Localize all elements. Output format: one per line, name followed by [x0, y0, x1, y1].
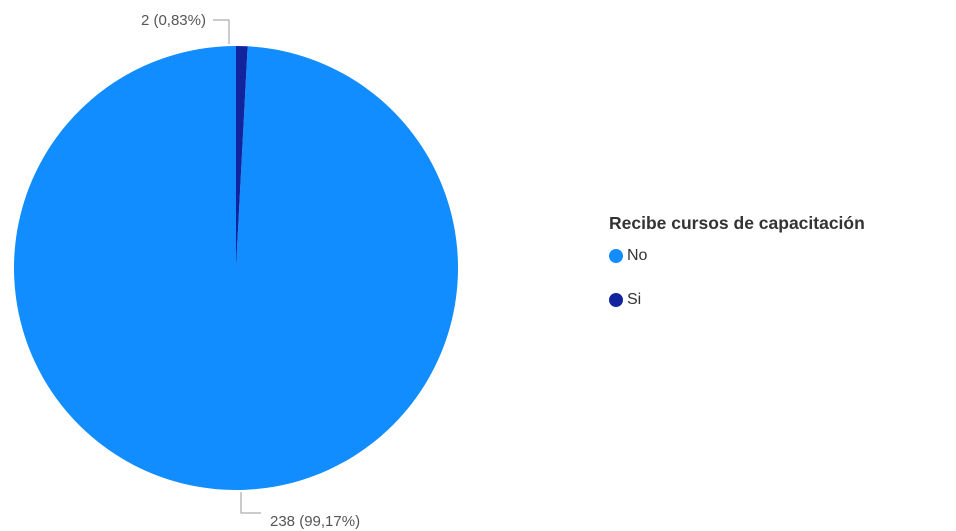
legend-dot-si: [609, 293, 623, 307]
legend-item-no[interactable]: No: [609, 245, 865, 267]
legend-title: Recibe cursos de capacitación: [609, 213, 865, 233]
leader-line-no: [240, 492, 261, 514]
legend: Recibe cursos de capacitación No Si: [609, 213, 865, 333]
leader-line-si: [213, 19, 230, 44]
legend-label-no: No: [627, 247, 648, 264]
legend-dot-no: [609, 249, 623, 263]
pie-slice-no[interactable]: [13, 46, 458, 490]
data-label-no: 238 (99,17%): [270, 513, 360, 530]
pie-slice-si[interactable]: [236, 46, 248, 268]
pie-slices: [13, 46, 458, 490]
legend-item-si[interactable]: Si: [609, 289, 865, 311]
data-label-si: 2 (0,83%): [141, 12, 206, 29]
legend-label-si: Si: [627, 291, 642, 308]
